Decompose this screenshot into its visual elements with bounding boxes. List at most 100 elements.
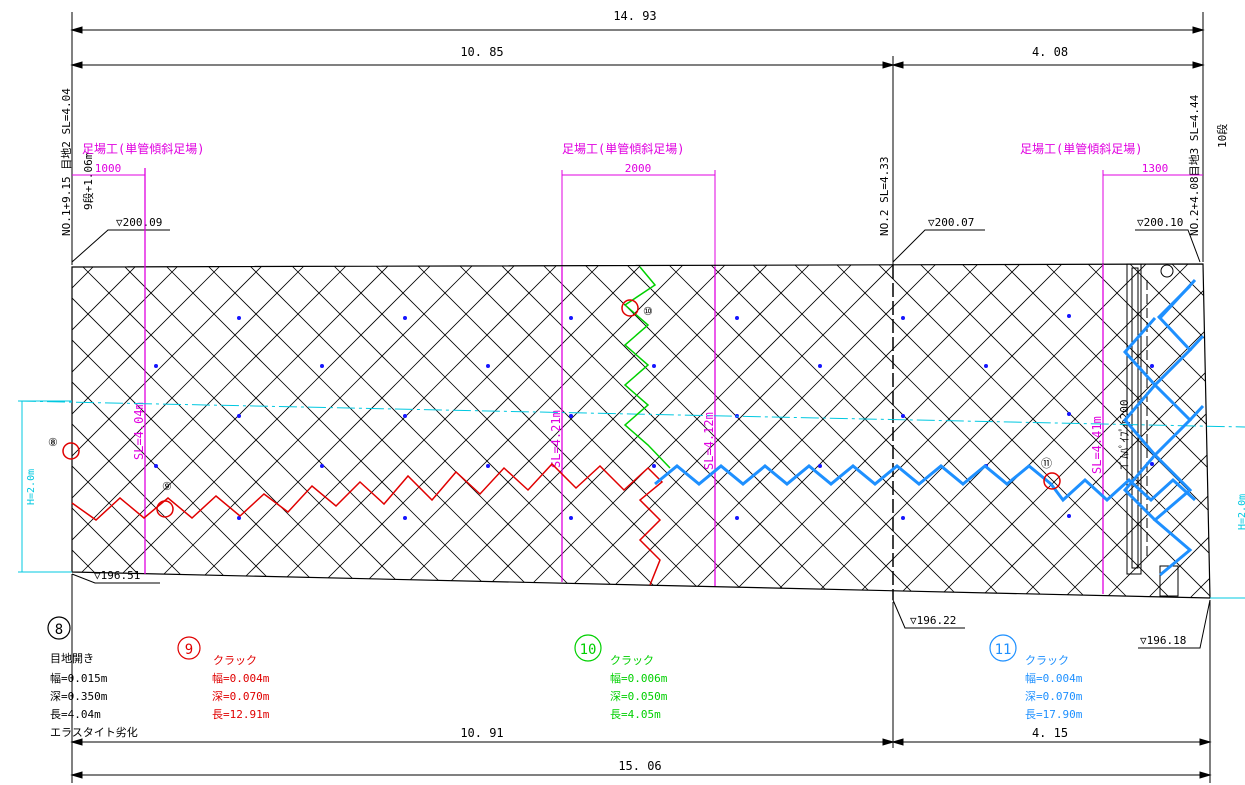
anchor-dot bbox=[486, 364, 490, 368]
crack-9-line bbox=[71, 462, 664, 586]
dim-top-right: 4. 08 bbox=[1032, 45, 1068, 59]
dim-bottom-total: 15. 06 bbox=[618, 759, 661, 773]
wall-outline bbox=[71, 263, 1211, 599]
sl-label-3: SL=4.12m bbox=[702, 412, 716, 470]
note-10-line-3: 長=4.05m bbox=[610, 708, 661, 721]
anchor-dot bbox=[1067, 314, 1071, 318]
marker-8-label: ⑧ bbox=[48, 436, 58, 449]
crack-11-network bbox=[1122, 278, 1205, 577]
anchor-dot bbox=[735, 516, 739, 520]
marker-10-label: ⑩ bbox=[643, 305, 653, 318]
station-left-sub: 9段+1.06m bbox=[81, 152, 95, 210]
station-left: NO.1+9.15 目地2 SL=4.04 bbox=[60, 88, 73, 236]
anchor-dot bbox=[1150, 462, 1154, 466]
marker-9-circle bbox=[156, 500, 174, 518]
dim-top-left: 10. 85 bbox=[460, 45, 503, 59]
anchor-dot bbox=[403, 316, 407, 320]
anchor-dot bbox=[569, 414, 573, 418]
marker-10-circle bbox=[621, 299, 639, 317]
anchor-dot bbox=[154, 464, 158, 468]
note-9: 9 クラック 幅=0.004m 深=0.070m 長=12.91m bbox=[177, 636, 270, 721]
anchor-dot bbox=[735, 316, 739, 320]
note-8-line-1: 幅=0.015m bbox=[50, 672, 108, 685]
anchor-dot bbox=[1150, 364, 1154, 368]
note-9-line-1: 幅=0.004m bbox=[212, 672, 270, 685]
top-dimensions bbox=[70, 12, 1205, 265]
anchor-dot bbox=[901, 316, 905, 320]
note-11-line-2: 深=0.070m bbox=[1025, 690, 1083, 703]
anchor-dot bbox=[901, 414, 905, 418]
note-8-line-3: 長=4.04m bbox=[50, 708, 101, 721]
note-11-title: クラック bbox=[1025, 654, 1069, 667]
bottom-dimensions bbox=[70, 574, 1212, 783]
scaffold-title-right: 足場工(単管傾斜足場) bbox=[1020, 141, 1142, 156]
marker-11-label: ⑪ bbox=[1041, 457, 1052, 470]
anchor-dot bbox=[320, 464, 324, 468]
water-level bbox=[17, 400, 1245, 599]
scaffold-width-left: 1000 bbox=[95, 162, 122, 175]
anchor-dot bbox=[237, 316, 241, 320]
note-9-line-3: 長=12.91m bbox=[212, 708, 270, 721]
note-10-number: 10 bbox=[580, 642, 597, 658]
anchor-dot bbox=[237, 414, 241, 418]
elev-bottom-mid: ▽196.22 bbox=[910, 614, 956, 627]
marker-11-circle bbox=[1043, 472, 1061, 490]
wall-hatch bbox=[72, 264, 1210, 598]
note-9-title: クラック bbox=[213, 654, 257, 667]
dim-bottom-right: 4. 15 bbox=[1032, 726, 1068, 740]
anchor-dot bbox=[818, 364, 822, 368]
anchor-dot bbox=[901, 516, 905, 520]
station-right: NO.2+4.08目地3 SL=4.44 bbox=[1188, 94, 1201, 236]
note-9-number: 9 bbox=[185, 642, 193, 658]
note-10: 10 クラック 幅=0.006m 深=0.050m 長=4.05m bbox=[574, 634, 668, 721]
anchor-dot bbox=[652, 464, 656, 468]
note-10-title: クラック bbox=[610, 654, 654, 667]
anchor-dot bbox=[818, 464, 822, 468]
scaffold-width-mid: 2000 bbox=[625, 162, 652, 175]
note-9-line-2: 深=0.070m bbox=[212, 690, 270, 703]
note-8: 8 目地開き 幅=0.015m 深=0.350m 長=4.04m エラスタイト劣… bbox=[47, 616, 138, 739]
sl-label-1: SL=4.04m bbox=[132, 402, 146, 460]
note-11-line-3: 長=17.90m bbox=[1025, 708, 1083, 721]
note-11-number: 11 bbox=[995, 642, 1012, 658]
anchor-dot bbox=[320, 364, 324, 368]
scaffold-lines bbox=[144, 168, 1104, 594]
pipe-label: ｺﾞﾑﾊﾟｲﾌﾟφ200 bbox=[1118, 400, 1131, 471]
crack-11-line bbox=[654, 464, 1197, 503]
anchor-dot bbox=[403, 516, 407, 520]
anchor-dot bbox=[154, 364, 158, 368]
station-right-sub: 10段 bbox=[1215, 124, 1229, 148]
elev-bottom-left: ▽196.51 bbox=[94, 569, 140, 582]
sl-label-2: SL=4.21m bbox=[549, 410, 563, 468]
note-8-line-4: エラスタイト劣化 bbox=[50, 725, 138, 739]
elev-top-left: ▽200.09 bbox=[116, 216, 162, 229]
dim-bottom-left: 10. 91 bbox=[460, 726, 503, 740]
scaffold-title-left: 足場工(単管傾斜足場) bbox=[82, 141, 204, 156]
anchor-dot bbox=[569, 516, 573, 520]
elev-top-right: ▽200.10 bbox=[1137, 216, 1183, 229]
marker-9-label: ⑨ bbox=[162, 480, 172, 493]
station-mid: NO.2 SL=4.33 bbox=[878, 157, 891, 236]
note-8-number: 8 bbox=[55, 622, 63, 638]
note-11: 11 クラック 幅=0.004m 深=0.070m 長=17.90m bbox=[989, 634, 1083, 721]
anchor-dot bbox=[569, 316, 573, 320]
anchor-dot bbox=[237, 516, 241, 520]
anchor-dot bbox=[403, 414, 407, 418]
anchor-dot bbox=[1067, 412, 1071, 416]
elevation-leaders bbox=[71, 229, 1211, 649]
anchor-dot bbox=[652, 364, 656, 368]
height-right: H=2.0m bbox=[1237, 494, 1245, 530]
anchor-dot bbox=[1067, 514, 1071, 518]
scaffold-title-mid: 足場工(単管傾斜足場) bbox=[562, 141, 684, 156]
elev-bottom-right: ▽196.18 bbox=[1140, 634, 1186, 647]
height-left: H=2.0m bbox=[26, 469, 37, 505]
elev-top-mid: ▽200.07 bbox=[928, 216, 974, 229]
marker-8-circle bbox=[62, 442, 80, 460]
note-10-line-2: 深=0.050m bbox=[610, 690, 668, 703]
anchor-dot bbox=[486, 464, 490, 468]
anchor-dot bbox=[984, 364, 988, 368]
note-8-line-2: 深=0.350m bbox=[50, 690, 108, 703]
scaffold-width-right: 1300 bbox=[1142, 162, 1169, 175]
dim-top-total: 14. 93 bbox=[613, 9, 656, 23]
